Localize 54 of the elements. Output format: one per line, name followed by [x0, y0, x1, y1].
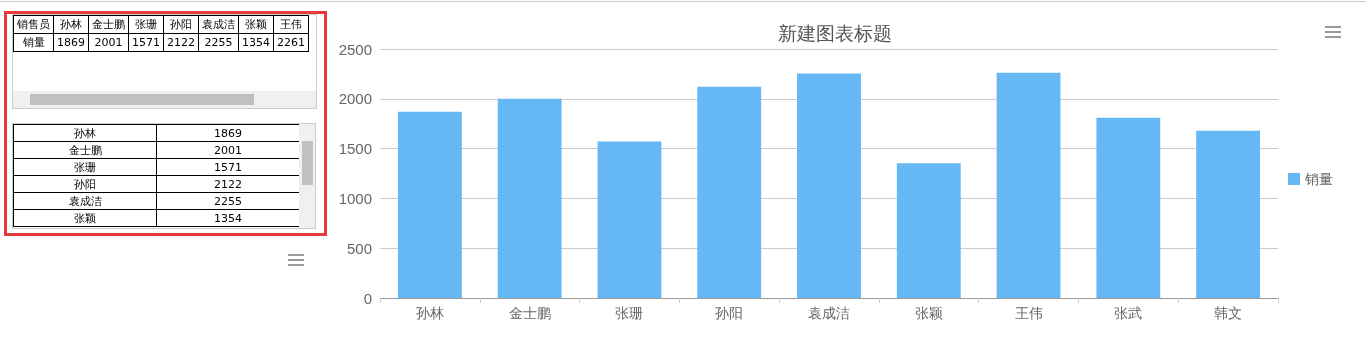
category-label: 袁成洁 [198, 15, 239, 34]
bar [996, 72, 1061, 298]
y-tick-label: 1500 [338, 140, 372, 158]
data-label: 1354 [238, 33, 274, 52]
category-label: 孙阳 [13, 175, 157, 193]
x-tick-label: 张颖 [914, 305, 943, 321]
legend-label: 销量 [1304, 171, 1333, 187]
data-label: 1571 [156, 158, 300, 176]
text: 销售员 [13, 15, 54, 34]
category-label: 王伟 [273, 15, 309, 34]
data-label: 1571 [128, 33, 164, 52]
category-label: 袁成洁 [13, 192, 157, 210]
chart-title: 新建图表标题 [778, 21, 892, 44]
bar [697, 86, 762, 298]
x-tick-label: 张珊 [615, 305, 644, 321]
data-label: 2001 [88, 33, 129, 52]
bar [597, 141, 662, 298]
y-tick-label: 2500 [338, 40, 372, 58]
bar [397, 111, 462, 298]
data-label: 2122 [156, 175, 300, 193]
bar [1196, 130, 1261, 298]
category-label: 孙林 [53, 15, 89, 34]
x-tick-label: 金士鹏 [508, 305, 551, 321]
y-tick-label: 500 [346, 239, 372, 257]
x-tick-label: 张武 [1114, 305, 1143, 321]
bar [1096, 117, 1161, 298]
x-tick-label: 韩文 [1214, 305, 1243, 321]
x-tick-label: 袁成洁 [808, 305, 850, 321]
category-label: 张珊 [128, 15, 164, 34]
category-label: 孙阳 [163, 15, 199, 34]
x-tick-label: 孙阳 [715, 305, 744, 321]
data-label: 1354 [156, 209, 300, 227]
bar [497, 98, 562, 298]
category-label: 张颖 [238, 15, 274, 34]
data-label: 2255 [156, 192, 300, 210]
y-tick-label: 2000 [338, 90, 372, 108]
legend-label: 销量 [13, 33, 54, 52]
data-label: 2261 [273, 33, 309, 52]
category-label: 金士鹏 [88, 15, 129, 34]
y-tick-label: 0 [363, 289, 372, 307]
bar [896, 163, 961, 298]
category-label: 金士鹏 [13, 141, 157, 159]
category-label: 张颖 [13, 209, 157, 227]
data-label: 2255 [198, 33, 239, 52]
category-label: 孙林 [13, 124, 157, 142]
data-label: 1869 [53, 33, 89, 52]
x-tick-label: 王伟 [1014, 305, 1043, 321]
data-label: 1869 [156, 124, 300, 142]
data-label: 2122 [163, 33, 199, 52]
bar [797, 73, 861, 298]
x-tick-label: 孙林 [415, 305, 444, 321]
category-label: 张珊 [13, 158, 157, 176]
y-tick-label: 1000 [338, 189, 372, 207]
data-label: 2001 [156, 141, 300, 159]
